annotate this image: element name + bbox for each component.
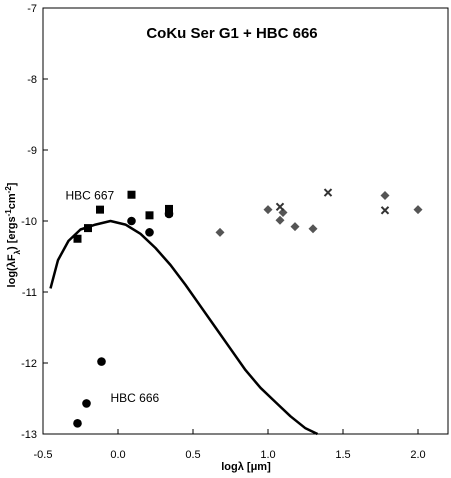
circle-point bbox=[73, 419, 82, 428]
model-curve-line bbox=[49, 219, 319, 436]
diamond-point bbox=[263, 205, 273, 215]
x-tick-label: 2.0 bbox=[410, 449, 425, 461]
x-axis-ticks: -0.5 0.0 0.5 1.0 1.5 2.0 bbox=[34, 429, 426, 461]
square-point bbox=[96, 205, 104, 214]
y-tick-label: -12 bbox=[21, 358, 37, 370]
annotation-label: HBC 667 bbox=[66, 189, 115, 203]
y-tick-label: -8 bbox=[27, 74, 37, 86]
x-tick-label: 1.5 bbox=[335, 449, 350, 461]
plot-frame bbox=[42, 7, 449, 435]
y-axis-label: log(λFλ) [ergs-1cm-2] bbox=[4, 182, 22, 287]
square-point bbox=[73, 234, 82, 243]
diamond-point bbox=[380, 190, 390, 200]
plot-marks bbox=[49, 188, 423, 436]
cross-point bbox=[323, 188, 333, 197]
y-tick-label: -10 bbox=[21, 216, 37, 228]
cross-point bbox=[380, 206, 390, 215]
diamond-point bbox=[278, 207, 288, 217]
x-tick-label: 1.0 bbox=[260, 449, 275, 461]
circle-point bbox=[97, 357, 106, 366]
circle-point bbox=[164, 209, 174, 219]
diamond-point bbox=[275, 215, 285, 225]
square-point bbox=[127, 190, 136, 199]
x-axis-label: logλ [μm] bbox=[221, 461, 271, 473]
y-tick-label: -13 bbox=[21, 429, 37, 441]
diamond-point bbox=[413, 205, 423, 215]
circle-point bbox=[82, 399, 91, 408]
cross-point bbox=[275, 202, 285, 212]
annotation-label: HBC 666 bbox=[111, 391, 160, 405]
x-tick-label: 0.0 bbox=[110, 449, 125, 461]
circle-point bbox=[145, 228, 154, 237]
y-tick-label: -9 bbox=[27, 145, 37, 157]
annotations: HBC 667 HBC 666 bbox=[66, 189, 160, 405]
chart-title: CoKu Ser G1 + HBC 666 bbox=[146, 25, 317, 42]
diamond-point bbox=[308, 224, 318, 234]
x-tick-label: 0.5 bbox=[185, 449, 200, 461]
circle-point bbox=[127, 216, 136, 226]
diamond-point bbox=[215, 227, 225, 237]
square-point bbox=[145, 211, 154, 220]
y-axis-ticks: -13 -12 -11 -10 -9 -8 -7 bbox=[21, 3, 48, 441]
y-tick-label: -11 bbox=[22, 287, 37, 299]
diamond-point bbox=[290, 222, 300, 232]
x-tick-label: -0.5 bbox=[34, 449, 53, 461]
y-tick-label: -7 bbox=[27, 3, 37, 15]
